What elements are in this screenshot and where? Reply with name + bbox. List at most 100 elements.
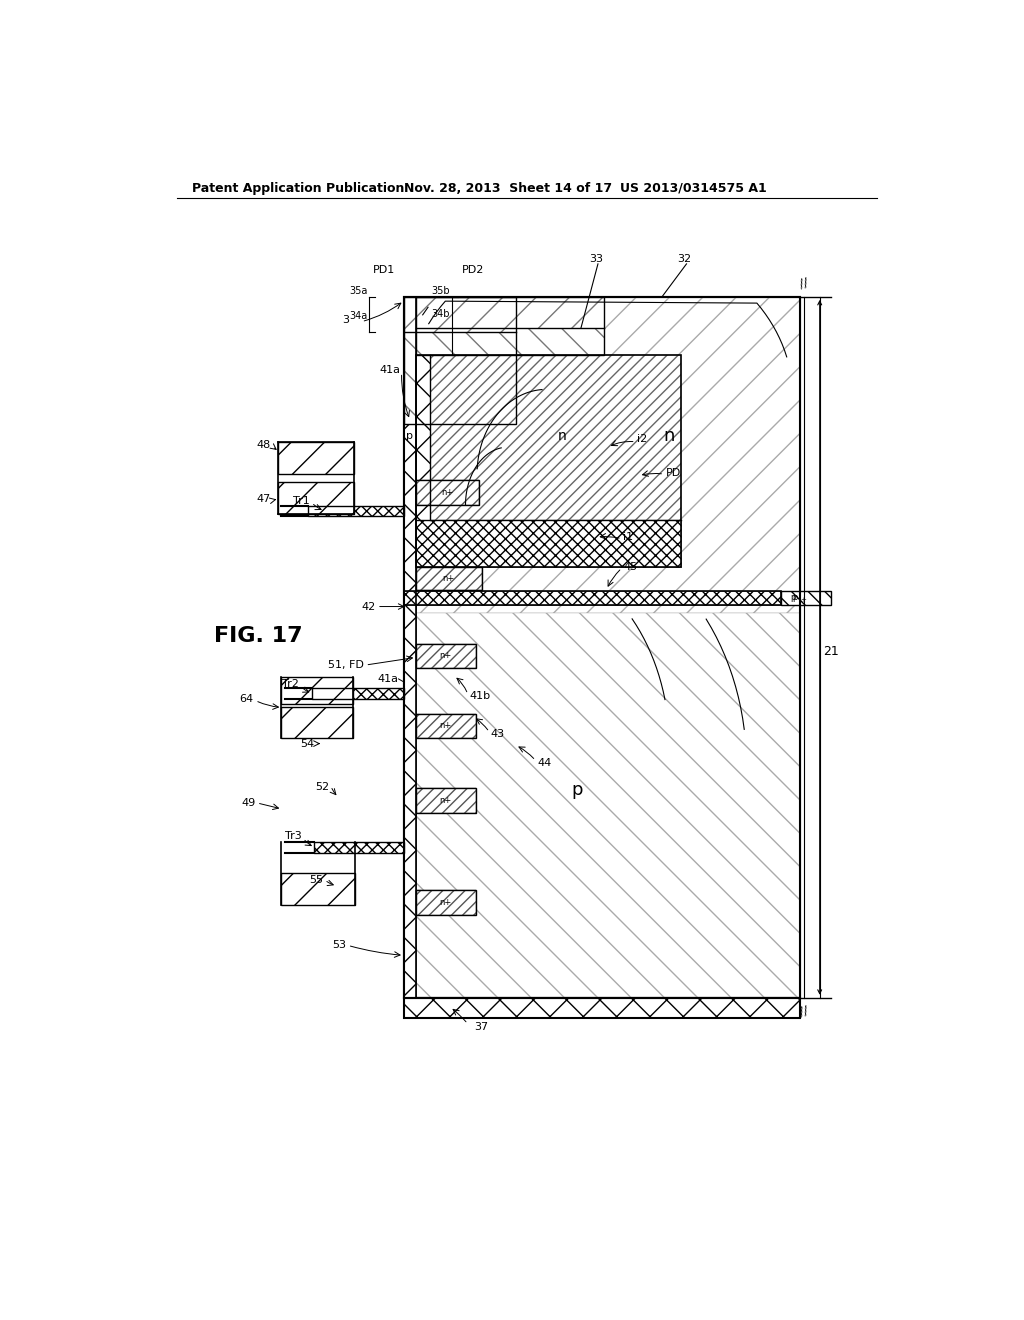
Bar	[416, 714, 476, 738]
Bar	[279, 442, 354, 474]
Bar	[403, 297, 516, 424]
Bar	[313, 842, 403, 853]
Text: +: +	[801, 597, 806, 603]
Bar	[404, 612, 800, 997]
Text: PD1: PD1	[373, 265, 395, 275]
Bar	[279, 442, 354, 474]
Bar	[416, 566, 481, 590]
Text: 49: 49	[241, 797, 255, 808]
Bar	[282, 677, 353, 704]
Text: 47: 47	[256, 494, 270, 504]
Bar	[416, 788, 476, 813]
Text: 35a: 35a	[349, 286, 368, 296]
Text: n+: n+	[442, 574, 455, 582]
Text: 52: 52	[315, 783, 330, 792]
Text: 54: 54	[300, 739, 313, 748]
Bar	[781, 591, 831, 605]
Bar	[282, 873, 354, 906]
Text: n: n	[557, 429, 566, 442]
Bar	[416, 520, 681, 566]
Bar	[403, 591, 781, 605]
Text: Patent Application Publication: Patent Application Publication	[193, 182, 404, 194]
Text: 41a: 41a	[379, 366, 400, 375]
Text: FIG. 17: FIG. 17	[214, 626, 302, 645]
Text: //: //	[799, 276, 810, 290]
Text: 51, FD: 51, FD	[328, 660, 364, 671]
Bar	[416, 644, 476, 668]
Bar	[416, 788, 476, 813]
Text: //: //	[799, 1003, 810, 1019]
Bar	[416, 480, 479, 506]
Bar	[416, 890, 476, 915]
Bar	[404, 298, 800, 612]
Text: p: p	[793, 593, 798, 602]
Bar	[403, 297, 416, 998]
Text: i2: i2	[637, 434, 647, 445]
Text: 32: 32	[677, 253, 691, 264]
Bar	[403, 297, 416, 998]
Text: 43: 43	[490, 730, 505, 739]
Bar	[416, 480, 479, 506]
Bar	[307, 506, 403, 516]
Text: n+: n+	[439, 722, 452, 730]
Text: 55: 55	[309, 875, 323, 884]
Text: 41a: 41a	[378, 675, 398, 684]
Bar	[403, 297, 516, 331]
Text: 42: 42	[361, 602, 376, 611]
Text: n: n	[664, 426, 675, 445]
Bar	[282, 708, 353, 738]
Text: PD2: PD2	[462, 265, 484, 275]
Bar	[416, 566, 481, 590]
Text: p: p	[571, 781, 583, 799]
Bar	[781, 591, 831, 605]
Text: 33: 33	[589, 253, 603, 264]
Bar	[282, 873, 354, 906]
Bar	[416, 355, 430, 520]
Text: 35b: 35b	[431, 286, 451, 296]
Text: US 2013/0314575 A1: US 2013/0314575 A1	[620, 182, 766, 194]
Text: n+: n+	[441, 488, 454, 498]
Bar	[403, 331, 516, 424]
Text: 64: 64	[240, 694, 254, 704]
Text: p: p	[791, 593, 796, 602]
Text: Tr3: Tr3	[285, 832, 301, 841]
Text: 3: 3	[342, 315, 349, 325]
Text: i1: i1	[624, 532, 634, 543]
Bar	[416, 714, 476, 738]
Bar	[282, 677, 353, 704]
Bar	[416, 644, 476, 668]
Text: n+: n+	[439, 651, 452, 660]
Bar	[416, 890, 476, 915]
Bar	[403, 297, 801, 998]
Text: Tr2: Tr2	[282, 678, 298, 689]
Bar	[416, 297, 604, 355]
Text: 53: 53	[332, 940, 346, 950]
Text: 21: 21	[823, 644, 840, 657]
Bar	[403, 591, 781, 605]
Text: 41b: 41b	[469, 690, 490, 701]
Bar	[416, 355, 681, 566]
Bar	[307, 506, 403, 516]
Bar	[311, 688, 403, 700]
Text: 48: 48	[256, 440, 270, 450]
Bar	[416, 297, 604, 327]
Text: p: p	[406, 430, 413, 441]
Bar	[279, 482, 354, 515]
Bar	[403, 998, 801, 1018]
Text: 45: 45	[624, 561, 638, 572]
Text: PD: PD	[666, 467, 681, 478]
Text: 37: 37	[474, 1022, 488, 1032]
Bar	[430, 355, 681, 520]
Text: 44: 44	[538, 758, 551, 768]
Text: 34b: 34b	[431, 309, 451, 319]
Bar	[282, 708, 353, 738]
Bar	[279, 482, 354, 515]
Bar	[403, 998, 801, 1018]
Text: n+: n+	[439, 898, 452, 907]
Text: Tr1: Tr1	[293, 496, 310, 506]
Text: n+: n+	[439, 796, 452, 805]
Bar	[311, 688, 403, 700]
Bar	[313, 842, 403, 853]
Text: 34a: 34a	[349, 312, 368, 321]
Bar	[403, 297, 801, 998]
